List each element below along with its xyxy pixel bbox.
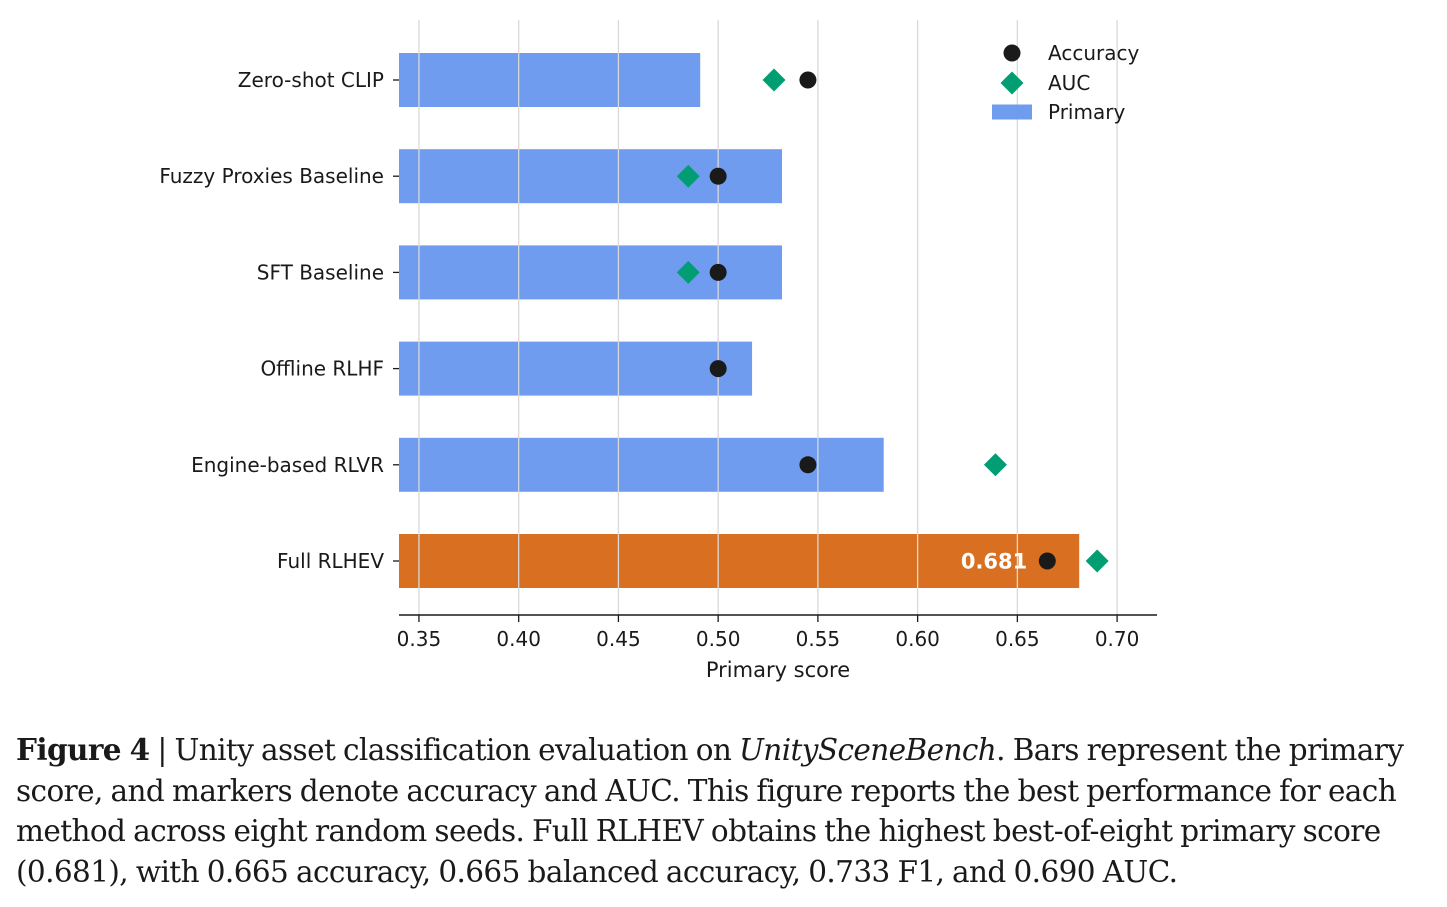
y-tick-label: Offline RLHF: [260, 357, 384, 381]
auc-marker-full-rlhev: [1085, 549, 1109, 573]
y-tick-label: Fuzzy Proxies Baseline: [159, 164, 384, 188]
legend-primary-swatch: [992, 104, 1032, 120]
x-tick-label: 0.40: [496, 627, 541, 651]
y-tick-label: SFT Baseline: [257, 260, 384, 284]
bar-full-rlhev: [399, 534, 1080, 588]
x-tick-label: 0.65: [995, 627, 1040, 651]
bars: [399, 53, 1080, 588]
accuracy-marker-engine-based-rlvr: [799, 456, 817, 474]
caption-benchmark: UnitySceneBench: [739, 733, 997, 767]
accuracy-marker-full-rlhev: [1038, 552, 1056, 570]
y-tick-label: Zero-shot CLIP: [238, 68, 384, 92]
x-tick-label: 0.35: [397, 627, 442, 651]
x-tick-label: 0.70: [1095, 627, 1140, 651]
legend: Accuracy AUC Primary: [992, 41, 1139, 124]
x-axis: 0.35 0.40 0.45 0.50 0.55 0.60 0.65 0.70: [397, 614, 1157, 651]
accuracy-marker-fuzzy-proxies-baseline: [709, 167, 727, 185]
auc-marker-sft-baseline: [676, 260, 700, 284]
bar-chart: 0.681 Zero-shot CLIP Fuzzy Proxies Baseli…: [159, 20, 1157, 682]
auc-marker-zero-shot-clip: [762, 68, 786, 92]
x-tick-label: 0.50: [696, 627, 741, 651]
auc-marker-fuzzy-proxies-baseline: [676, 164, 700, 188]
y-tick-label: Engine-based RLVR: [191, 453, 384, 477]
figure-caption: Figure 4 | Unity asset classification ev…: [16, 730, 1434, 892]
bar-zero-shot-clip: [399, 53, 701, 107]
caption-body: . Bars represent the primary score, and …: [16, 733, 1404, 889]
legend-label-auc: AUC: [1048, 71, 1090, 95]
x-tick-label: 0.60: [895, 627, 940, 651]
x-tick-label: 0.55: [796, 627, 841, 651]
legend-accuracy-swatch: [1003, 44, 1021, 62]
y-tick-label: Full RLHEV: [277, 549, 384, 573]
caption-intro: | Unity asset classification evaluation …: [149, 733, 740, 767]
accuracy-marker-sft-baseline: [709, 263, 727, 281]
x-tick-label: 0.45: [596, 627, 641, 651]
legend-label-primary: Primary: [1048, 100, 1125, 124]
highlight-value-label: 0.681: [961, 550, 1027, 574]
legend-label-accuracy: Accuracy: [1048, 41, 1139, 65]
accuracy-marker-offline-rlhf: [709, 360, 727, 378]
accuracy-marker-zero-shot-clip: [799, 71, 817, 89]
x-axis-label: Primary score: [706, 658, 850, 682]
caption-figure-number: Figure 4: [16, 732, 150, 767]
legend-auc-swatch: [1000, 71, 1024, 95]
auc-marker-engine-based-rlvr: [983, 453, 1007, 477]
markers: 0.681: [676, 68, 1109, 574]
bar-offline-rlhf: [399, 341, 753, 396]
y-axis: Zero-shot CLIP Fuzzy Proxies Baseline SFT …: [159, 68, 399, 573]
